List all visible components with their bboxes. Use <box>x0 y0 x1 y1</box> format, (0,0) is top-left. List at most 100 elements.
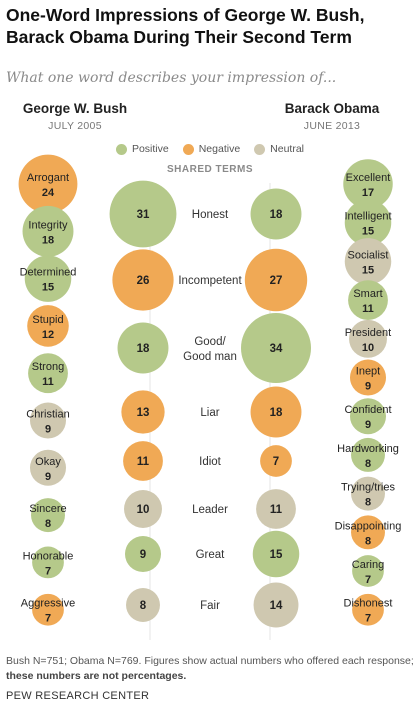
shared-liar-obama-bubble <box>250 386 302 438</box>
bush-aggressive-label: Aggressive <box>21 598 75 610</box>
bush-okay-value: 9 <box>45 471 51 483</box>
legend-item-negative: Negative <box>182 143 241 155</box>
bush-stupid-label: Stupid <box>32 314 63 326</box>
legend-item-neutral: Neutral <box>254 143 304 155</box>
bush-honorable-bubble <box>32 546 64 579</box>
obama-dishonest-bubble <box>352 593 384 626</box>
bush-honorable-label: Honorable <box>23 550 74 562</box>
bush-integrity-label: Integrity <box>28 219 68 231</box>
shared-terms-title: SHARED TERMS <box>166 164 253 175</box>
shared-incompetent-bush-value: 26 <box>137 275 150 287</box>
bush-arrogant-bubble <box>18 154 78 214</box>
bush-okay-bubble <box>29 449 67 486</box>
legend-swatch-neutral <box>254 143 266 155</box>
bush-sincere-value: 8 <box>45 518 51 530</box>
shared-incompetent-label: Incompetent <box>178 275 242 287</box>
shared-good-good-man-bush-bubble <box>117 322 169 374</box>
shared-great-label: Great <box>196 549 226 561</box>
bush-determined-label: Determined <box>20 267 77 279</box>
obama-intelligent-bubble <box>344 199 392 246</box>
shared-good-good-man-obama-bubble <box>241 313 311 383</box>
obama-trying-tries-label: Trying/tries <box>341 482 395 494</box>
obama-dishonest-label: Dishonest <box>344 598 393 610</box>
bush-christian-bubble <box>29 402 67 439</box>
shared-honest-bush-bubble <box>109 180 177 248</box>
bush-column-date: JULY 2005 <box>48 120 102 132</box>
obama-inept-value: 9 <box>365 381 371 393</box>
shared-leader-obama-bubble <box>256 489 296 529</box>
shared-honest-obama-value: 18 <box>270 209 283 221</box>
bush-okay-label: Okay <box>35 456 61 468</box>
bush-column-title: George W. Bush <box>22 101 128 116</box>
obama-column-date: JUNE 2013 <box>303 120 361 132</box>
bush-christian-value: 9 <box>45 424 51 436</box>
shared-idiot-bush-value: 11 <box>137 456 150 468</box>
shared-fair-label: Fair <box>200 600 220 612</box>
obama-inept-bubble <box>349 359 387 396</box>
bush-aggressive-bubble <box>32 593 64 626</box>
bush-christian-label: Christian <box>26 409 69 421</box>
chart-title: One-Word Impressions of George W. Bush, … <box>6 5 365 47</box>
footnote: Bush N=751; Obama N=769. Figures show ac… <box>6 654 414 684</box>
obama-caring-value: 7 <box>365 574 371 586</box>
bush-arrogant-label: Arrogant <box>27 172 69 184</box>
legend-label-positive: Positive <box>131 143 169 155</box>
shared-incompetent-obama-value: 27 <box>270 275 283 287</box>
legend-swatch-positive <box>115 143 127 155</box>
bush-determined-bubble <box>24 255 72 302</box>
obama-disappointing-value: 8 <box>365 535 371 547</box>
shared-great-bush-bubble <box>124 535 162 573</box>
obama-president-label: President <box>345 327 391 339</box>
shared-good-good-man-label-line2: Good man <box>183 351 237 363</box>
obama-socialist-bubble <box>344 238 392 285</box>
shared-idiot-obama-bubble <box>260 445 292 477</box>
obama-smart-label: Smart <box>353 288 382 300</box>
bush-aggressive-value: 7 <box>45 613 51 625</box>
bush-strong-value: 11 <box>42 376 54 388</box>
legend-label-negative: Negative <box>198 143 241 155</box>
footnote-bold: these numbers are not percentages. <box>6 670 187 682</box>
legend-swatch-negative <box>182 143 194 155</box>
legend-label-neutral: Neutral <box>270 143 305 155</box>
shared-liar-label: Liar <box>200 407 219 419</box>
shared-liar-bush-value: 13 <box>137 407 150 419</box>
obama-socialist-label: Socialist <box>348 249 389 261</box>
obama-hardworking-value: 8 <box>365 458 371 470</box>
shared-great-obama-value: 15 <box>270 549 283 561</box>
source-credit: PEW RESEARCH CENTER <box>6 690 150 702</box>
obama-caring-label: Caring <box>352 559 384 571</box>
obama-column-title: Barack Obama <box>284 101 380 116</box>
obama-dishonest-value: 7 <box>365 613 371 625</box>
shared-idiot-bush-bubble <box>123 441 163 481</box>
shared-liar-obama-value: 18 <box>270 407 283 419</box>
shared-great-obama-bubble <box>252 530 300 578</box>
shared-leader-label: Leader <box>192 504 228 516</box>
bush-stupid-value: 12 <box>42 329 54 341</box>
obama-intelligent-label: Intelligent <box>344 211 391 223</box>
shared-fair-bush-value: 8 <box>140 600 147 612</box>
obama-president-bubble <box>349 319 387 358</box>
shared-honest-label: Honest <box>192 209 229 221</box>
chart-subtitle: What one word describes your impression … <box>6 70 337 86</box>
bush-honorable-value: 7 <box>45 565 51 577</box>
bush-stupid-bubble <box>27 305 69 347</box>
shared-fair-obama-value: 14 <box>270 600 283 612</box>
shared-good-good-man-obama-value: 34 <box>270 343 283 355</box>
obama-intelligent-value: 15 <box>362 226 374 238</box>
obama-hardworking-label: Hardworking <box>337 443 399 455</box>
obama-caring-bubble <box>352 555 384 587</box>
obama-smart-bubble <box>348 280 388 321</box>
shared-honest-bush-value: 31 <box>137 209 150 221</box>
obama-trying-tries-bubble <box>351 476 385 511</box>
obama-confident-label: Confident <box>344 404 391 416</box>
obama-excellent-label: Excellent <box>346 172 391 184</box>
obama-confident-bubble <box>349 398 387 435</box>
bush-integrity-value: 18 <box>42 234 54 246</box>
shared-good-good-man-bush-value: 18 <box>137 343 150 355</box>
obama-inept-label: Inept <box>356 366 380 378</box>
shared-incompetent-bush-bubble <box>112 249 174 311</box>
shared-great-bush-value: 9 <box>140 549 146 561</box>
footnote-text: Bush N=751; Obama N=769. Figures show ac… <box>6 655 414 667</box>
shared-honest-obama-bubble <box>250 188 302 240</box>
bush-sincere-label: Sincere <box>29 503 66 515</box>
